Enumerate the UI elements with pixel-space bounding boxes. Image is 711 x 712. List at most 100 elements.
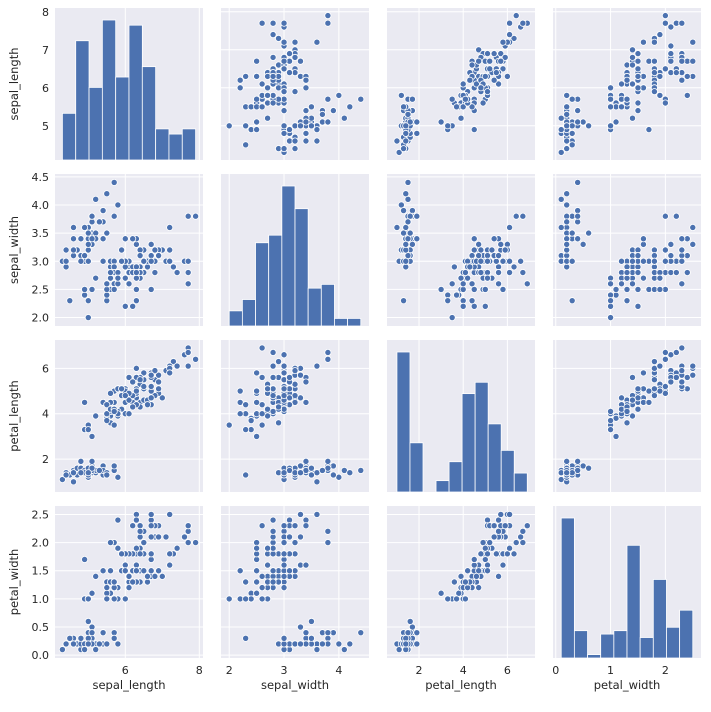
scatter-point (173, 362, 181, 370)
panel-sepal_length-vs-petal_length (387, 8, 535, 160)
scatter-point (607, 314, 615, 322)
scatter-point (683, 91, 691, 99)
scatter-point (563, 137, 571, 145)
scatter-point (484, 550, 492, 558)
scatter-point (477, 269, 485, 277)
scatter-point (242, 471, 250, 479)
x-tick-label: 0 (552, 664, 559, 677)
histogram-bar (474, 381, 489, 493)
scatter-point (628, 396, 636, 404)
scatter-point (84, 595, 92, 603)
scatter-point (650, 376, 658, 384)
scatter-point (84, 229, 92, 237)
scatter-point (92, 572, 100, 580)
scatter-point (280, 107, 288, 115)
scatter-point (107, 539, 115, 547)
y-tick-label: 2.5 (32, 508, 50, 521)
scatter-point (672, 269, 680, 277)
scatter-point (519, 527, 527, 535)
scatter-point (107, 389, 115, 397)
scatter-point (302, 398, 310, 406)
scatter-point (296, 469, 304, 477)
scatter-point (129, 302, 137, 310)
scatter-point (607, 297, 615, 305)
x-tick-label: 2 (226, 664, 233, 677)
scatter-point (492, 550, 500, 558)
scatter-point (236, 387, 244, 395)
scatter-point (166, 369, 174, 377)
scatter-point (678, 76, 686, 84)
histogram-bar (639, 637, 654, 659)
scatter-point (634, 57, 642, 65)
scatter-point (280, 634, 288, 642)
scatter-point (563, 145, 571, 153)
scatter-point (129, 403, 137, 411)
scatter-point (470, 235, 478, 243)
scatter-point (184, 539, 192, 547)
scatter-point (477, 550, 485, 558)
scatter-point (464, 567, 472, 575)
scatter-point (667, 252, 675, 260)
scatter-point (280, 385, 288, 393)
scatter-point (678, 378, 686, 386)
histogram-bar (307, 287, 322, 327)
y-tick-label: 2 (42, 453, 49, 466)
scatter-point (158, 572, 166, 580)
scatter-point (357, 466, 365, 474)
scatter-point (672, 212, 680, 220)
scatter-point (173, 269, 181, 277)
scatter-point (147, 533, 155, 541)
scatter-point (402, 129, 410, 137)
scatter-point (280, 561, 288, 569)
scatter-point (184, 362, 192, 370)
scatter-point (477, 84, 485, 92)
scatter-point (264, 114, 272, 122)
scatter-point (523, 280, 531, 288)
scatter-point (481, 72, 489, 80)
scatter-point (400, 145, 408, 153)
scatter-point (81, 646, 89, 654)
scatter-point (92, 274, 100, 282)
scatter-point (568, 95, 576, 103)
scatter-point (280, 351, 288, 359)
scatter-point (506, 31, 514, 39)
scatter-point (667, 240, 675, 248)
scatter-point (437, 589, 445, 597)
scatter-point (484, 274, 492, 282)
scatter-point (324, 118, 332, 126)
scatter-point (280, 122, 288, 130)
scatter-point (486, 57, 494, 65)
scatter-point (99, 235, 107, 243)
scatter-point (667, 57, 675, 65)
scatter-point (634, 65, 642, 73)
scatter-point (70, 469, 78, 477)
scatter-point (114, 201, 122, 209)
scatter-point (114, 516, 122, 524)
scatter-point (678, 344, 686, 352)
scatter-point (121, 567, 129, 575)
scatter-point (291, 539, 299, 547)
scatter-point (92, 412, 100, 420)
scatter-point (253, 432, 261, 440)
scatter-point (510, 550, 518, 558)
scatter-point (291, 88, 299, 96)
scatter-point (517, 257, 525, 265)
scatter-point (269, 72, 277, 80)
scatter-point (84, 240, 92, 248)
scatter-point (166, 223, 174, 231)
scatter-point (103, 417, 111, 425)
scatter-point (291, 522, 299, 530)
scatter-point (661, 12, 669, 20)
x-tick-label: 3 (281, 664, 288, 677)
scatter-point (563, 91, 571, 99)
scatter-point (253, 118, 261, 126)
panel-petal_width-vs-sepal_width (221, 506, 369, 658)
scatter-point (470, 285, 478, 293)
scatter-point (490, 522, 498, 530)
scatter-point (280, 369, 288, 377)
scatter-point (557, 114, 565, 122)
scatter-point (151, 246, 159, 254)
scatter-point (661, 65, 669, 73)
scatter-point (280, 129, 288, 137)
scatter-point (88, 285, 96, 293)
